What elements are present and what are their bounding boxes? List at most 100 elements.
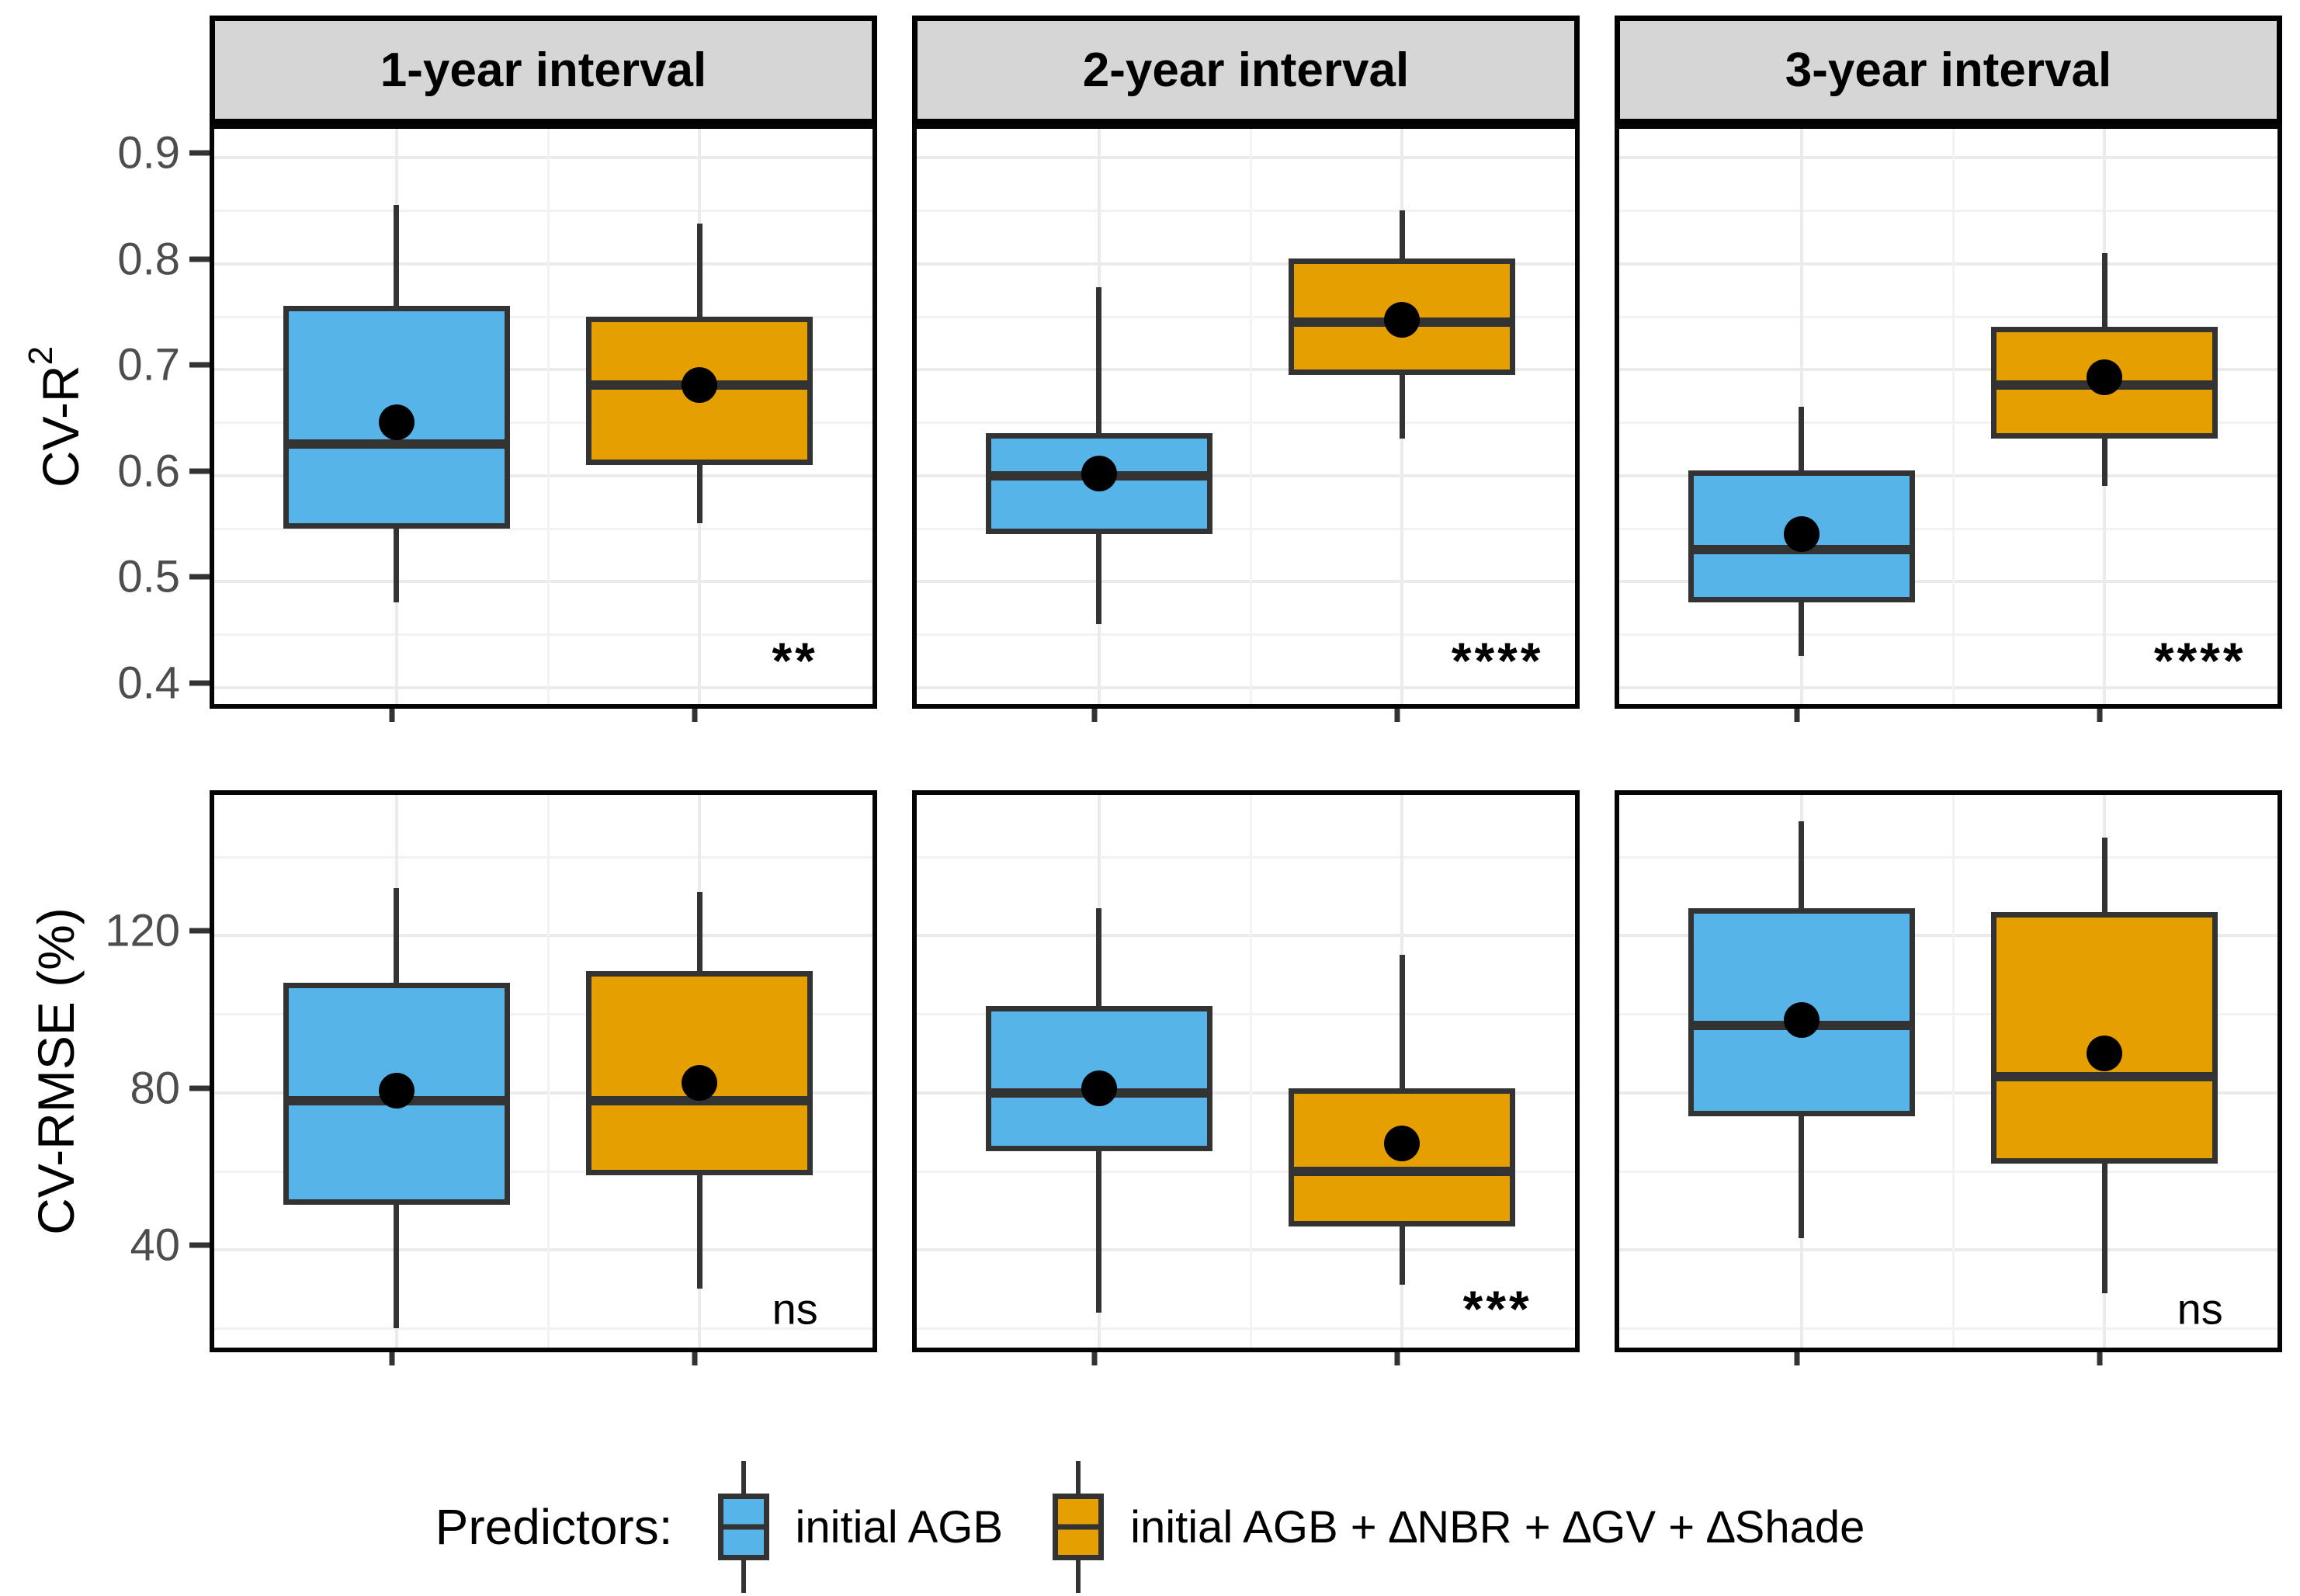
x-tick-mark bbox=[692, 1352, 698, 1365]
whisker-upper bbox=[1799, 406, 1805, 470]
panel-plot-area: *** bbox=[917, 795, 1575, 1348]
gridline-major-h bbox=[917, 685, 1575, 689]
panel-r2-3-year: **** bbox=[1615, 124, 2282, 709]
x-tick-mark bbox=[1091, 1352, 1098, 1365]
x-tick-mark bbox=[389, 709, 395, 722]
legend-item-label: initial AGB bbox=[795, 1501, 1004, 1553]
gridline-major-h bbox=[1619, 262, 2277, 265]
y-tick-label: 0.8 bbox=[117, 234, 180, 284]
gridline-minor-h bbox=[917, 1013, 1575, 1016]
gridline-minor-h bbox=[214, 1013, 872, 1016]
gridline-major-h bbox=[1619, 155, 2277, 159]
mean-dot bbox=[378, 404, 415, 441]
gridline-minor-h bbox=[1619, 855, 2277, 859]
facet-strip-label: 2-year interval bbox=[1082, 43, 1410, 97]
x-tick-mark bbox=[1794, 709, 1800, 722]
y-tick-mark bbox=[189, 574, 210, 580]
x-tick-mark bbox=[692, 709, 698, 722]
panel-plot-area: ** bbox=[214, 129, 872, 704]
y-tick-mark bbox=[189, 150, 210, 156]
axis-title-superscript: 2 bbox=[22, 345, 60, 366]
gridline-minor-h bbox=[917, 1170, 1575, 1173]
gridline-major-h bbox=[917, 580, 1575, 584]
legend-item-label: initial AGB + ∆NBR + ∆GV + ∆Shade bbox=[1130, 1501, 1865, 1553]
x-tick-mark bbox=[2097, 1352, 2103, 1365]
whisker-lower bbox=[1096, 533, 1102, 624]
whisker-upper bbox=[394, 205, 400, 307]
y-tick-mark bbox=[189, 1085, 210, 1091]
gridline-minor-h bbox=[917, 527, 1575, 530]
significance-label: ** bbox=[772, 632, 818, 690]
gridline-minor-v bbox=[1250, 795, 1252, 1348]
mean-dot bbox=[2087, 1035, 2123, 1071]
mean-dot bbox=[2087, 359, 2123, 395]
gridline-major-h bbox=[214, 685, 872, 689]
key-median-line bbox=[717, 1524, 769, 1530]
whisker-upper bbox=[1399, 955, 1405, 1089]
gridline-major-h bbox=[214, 155, 872, 159]
mean-dot bbox=[1384, 301, 1421, 338]
whisker-lower bbox=[2101, 1163, 2107, 1293]
gridline-minor-v bbox=[1952, 129, 1955, 704]
mean-dot bbox=[1384, 1126, 1421, 1162]
significance-label: **** bbox=[2153, 632, 2246, 690]
gridline-major-h bbox=[214, 934, 872, 938]
whisker-upper bbox=[2101, 252, 2107, 328]
panel-plot-area: **** bbox=[1619, 129, 2277, 704]
gridline-minor-h bbox=[214, 1327, 872, 1331]
whisker-upper bbox=[394, 888, 400, 983]
gridline-minor-v bbox=[1250, 129, 1252, 704]
x-tick-mark bbox=[1794, 1352, 1800, 1365]
gridline-minor-v bbox=[547, 795, 550, 1348]
legend-title: Predictors: bbox=[435, 1499, 673, 1555]
gridline-minor-v bbox=[1952, 795, 1955, 1348]
panel-plot-area: ns bbox=[1619, 795, 2277, 1348]
gridline-major-h bbox=[1619, 1247, 2277, 1251]
whisker-upper bbox=[1096, 286, 1102, 433]
gridline-minor-h bbox=[1619, 1170, 2277, 1173]
legend-item-initial-agb-plus-deltas: initial AGB + ∆NBR + ∆GV + ∆Shade bbox=[1053, 1461, 1865, 1593]
whisker-upper bbox=[1096, 907, 1102, 1007]
whisker-lower bbox=[1096, 1151, 1102, 1313]
gridline-major-h bbox=[1619, 934, 2277, 938]
gridline-minor-h bbox=[214, 422, 872, 425]
mean-dot bbox=[1783, 1001, 1820, 1038]
gridline-minor-h bbox=[1619, 422, 2277, 425]
significance-label: *** bbox=[1462, 1279, 1532, 1338]
x-tick-mark bbox=[1091, 709, 1098, 722]
gridline-minor-h bbox=[1619, 1327, 2277, 1331]
boxplot-key-icon bbox=[1053, 1461, 1105, 1593]
median-line bbox=[1991, 1072, 2218, 1082]
gridline-minor-h bbox=[214, 855, 872, 859]
mean-dot bbox=[378, 1072, 415, 1109]
gridline-major-h bbox=[1619, 368, 2277, 372]
panel-rmse-1-year: ns bbox=[210, 790, 877, 1352]
facet-strip-label: 1-year interval bbox=[380, 43, 707, 97]
mean-dot bbox=[1081, 455, 1117, 491]
panel-rmse-2-year: *** bbox=[912, 790, 1580, 1352]
gridline-minor-h bbox=[917, 633, 1575, 637]
gridline-major-h bbox=[214, 1247, 872, 1251]
y-tick-mark bbox=[189, 468, 210, 474]
gridline-major-h bbox=[917, 368, 1575, 372]
gridline-major-h bbox=[917, 1091, 1575, 1095]
gridline-major-h bbox=[214, 368, 872, 372]
whisker-lower bbox=[1399, 374, 1405, 439]
panel-r2-2-year: **** bbox=[912, 124, 1580, 709]
facet-strip-3-year: 3-year interval bbox=[1615, 16, 2282, 124]
gridline-major-h bbox=[214, 474, 872, 477]
gridline-major-h bbox=[214, 1091, 872, 1095]
x-tick-mark bbox=[2097, 709, 2103, 722]
gridline-minor-h bbox=[1619, 633, 2277, 637]
whisker-lower bbox=[1399, 1226, 1405, 1285]
whisker-lower bbox=[696, 1174, 702, 1289]
whisker-upper bbox=[1399, 210, 1405, 258]
y-tick-mark bbox=[189, 362, 210, 368]
significance-label: ns bbox=[772, 1284, 818, 1334]
gridline-minor-h bbox=[917, 210, 1575, 213]
whisker-lower bbox=[1799, 602, 1805, 656]
y-tick-mark bbox=[189, 680, 210, 686]
legend: Predictors: initial AGB initial AGB + ∆N… bbox=[0, 1458, 2300, 1596]
gridline-minor-h bbox=[917, 855, 1575, 859]
median-line bbox=[283, 439, 510, 449]
